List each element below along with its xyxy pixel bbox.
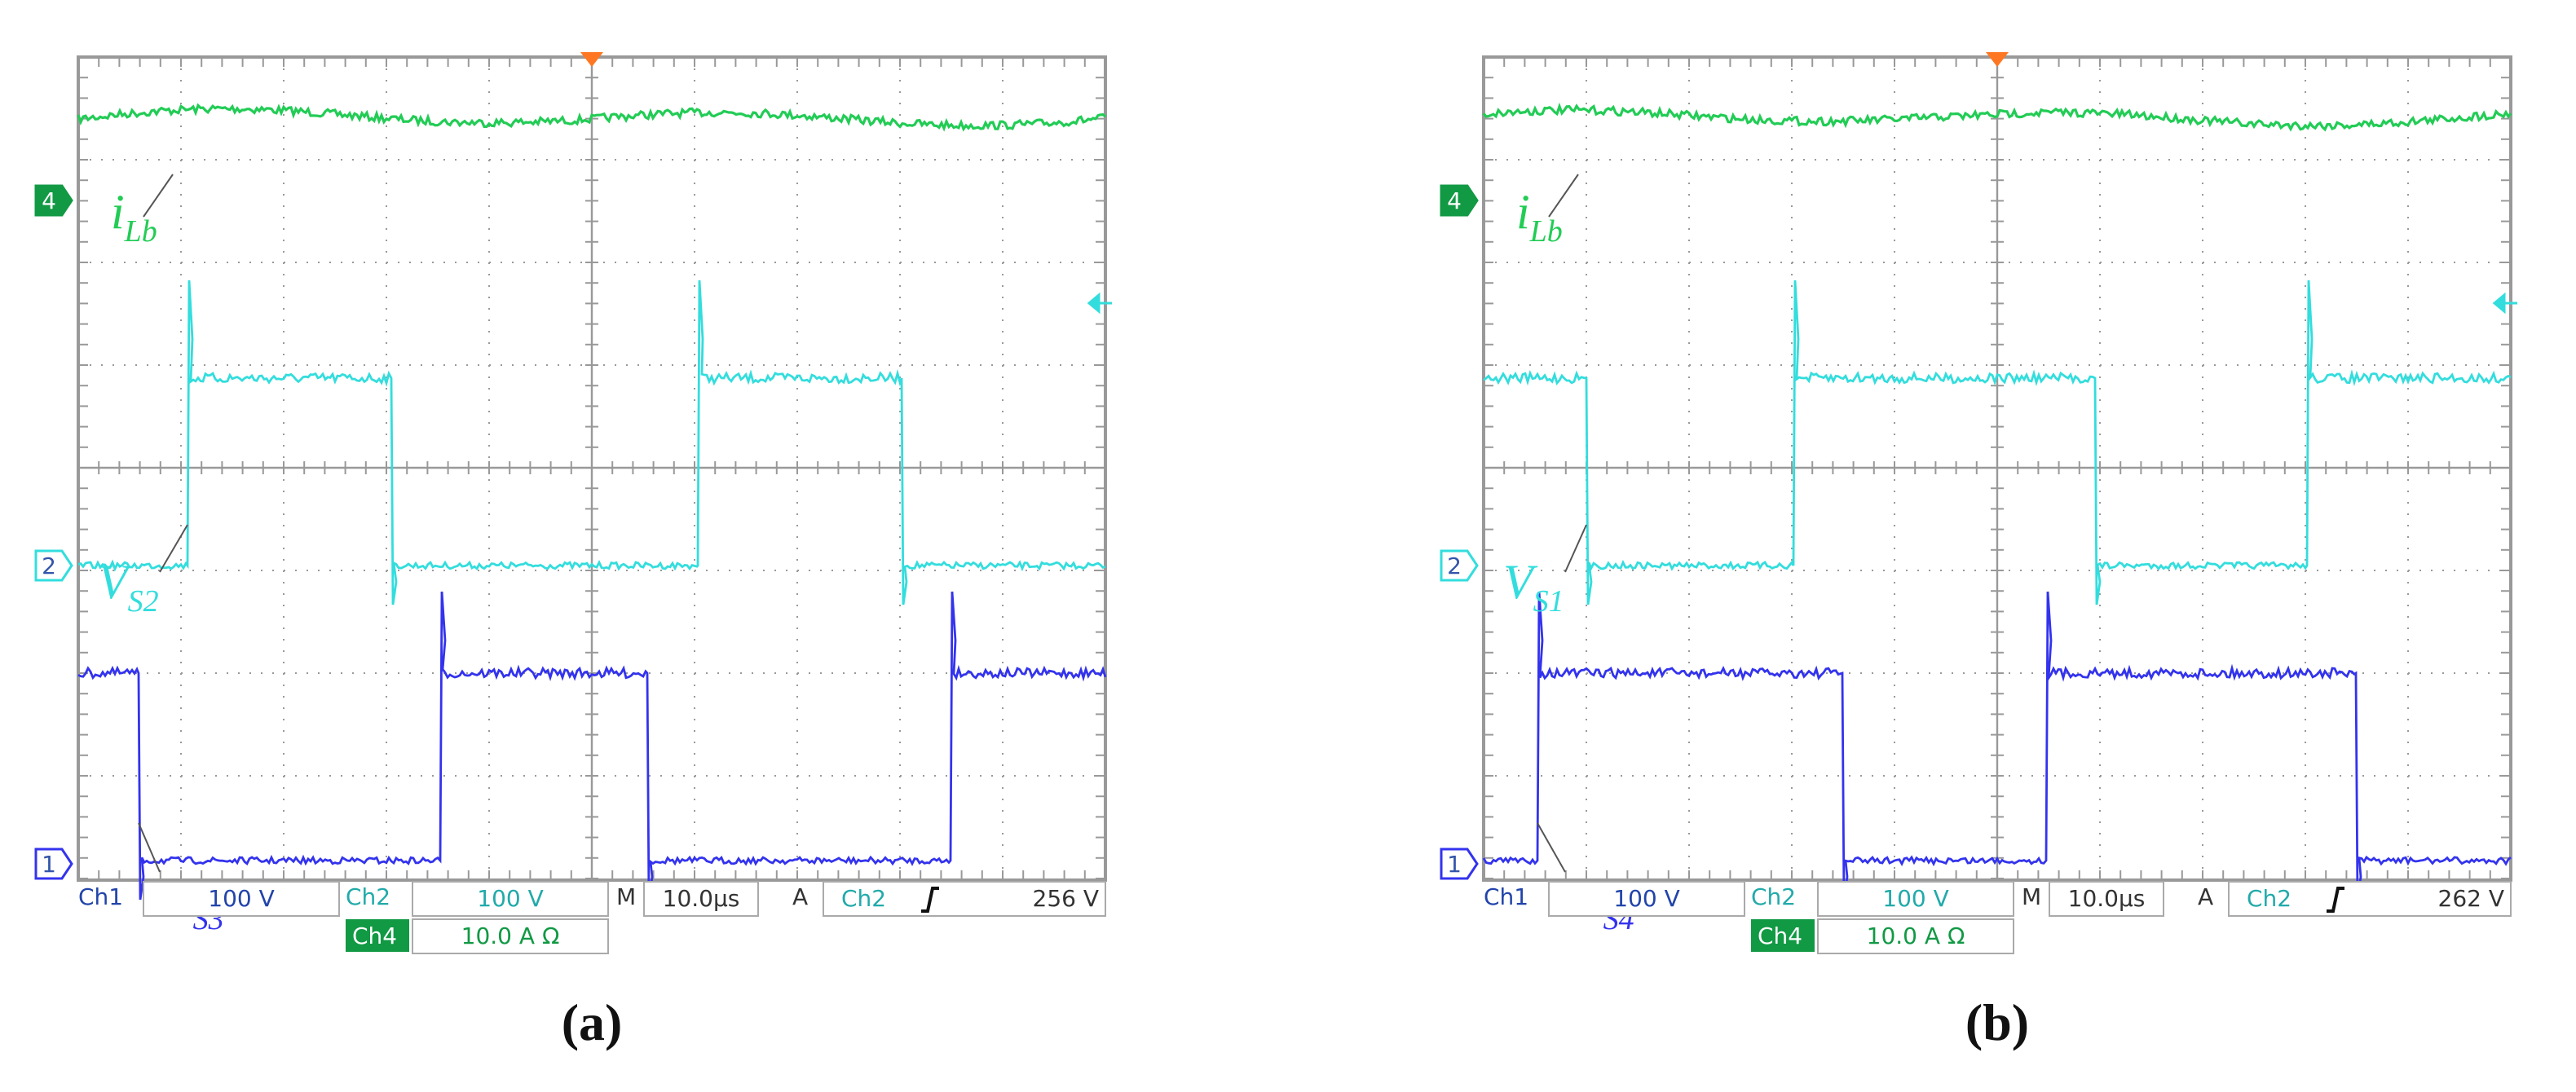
marker-box bbox=[34, 549, 73, 582]
readout-box bbox=[412, 881, 609, 917]
slope-icon bbox=[921, 887, 939, 913]
trigger-marker bbox=[1986, 52, 2009, 67]
trace-label: VS2 bbox=[98, 555, 159, 619]
timebase: 10.0µs bbox=[663, 885, 740, 912]
marker-label: 1 bbox=[42, 851, 56, 878]
ch4-scale: 10.0 A Ω bbox=[461, 922, 560, 949]
trace-ilb bbox=[77, 103, 1106, 132]
trigger-marker bbox=[580, 52, 603, 67]
ch4-scale: 10.0 A Ω bbox=[1867, 922, 1965, 949]
label-subscript: S2 bbox=[128, 584, 159, 619]
ch4-box bbox=[1751, 919, 1815, 952]
ground-marker: 4 bbox=[1440, 184, 1479, 217]
readout-box bbox=[2228, 881, 2512, 917]
ch2-scale: 100 V bbox=[477, 885, 544, 912]
status-bar: Ch1 100 V Ch2 100 V M 10.0µs A Ch2 262 V Ch4 10.0 … bbox=[1484, 881, 2512, 954]
trigger-source: Ch2 bbox=[841, 885, 886, 912]
panel-caption: (a) bbox=[562, 993, 623, 1051]
ch2-label: Ch2 bbox=[346, 883, 390, 910]
level-arrow bbox=[2492, 292, 2517, 315]
trigger-level: 256 V bbox=[1033, 885, 1100, 912]
readout-box bbox=[2049, 881, 2164, 917]
timebase: 10.0µs bbox=[2068, 885, 2146, 912]
timebase-label: M bbox=[2022, 883, 2041, 910]
readout-box bbox=[1548, 881, 1745, 917]
scope-panel: 4iLb2VS21VS3 bbox=[34, 52, 1112, 936]
readout-box bbox=[643, 881, 759, 917]
leader-line bbox=[1548, 174, 1579, 218]
leader-line bbox=[159, 524, 188, 573]
trace-label: iLb bbox=[1516, 185, 1563, 249]
trigger-label: A bbox=[2198, 883, 2213, 910]
ground-marker: 2 bbox=[1440, 549, 1479, 582]
trace-ilb bbox=[1482, 102, 2512, 132]
readout-box bbox=[1817, 881, 2014, 917]
ground-marker: 1 bbox=[34, 848, 73, 880]
leader-line bbox=[1537, 822, 1566, 873]
trace-blue bbox=[77, 591, 1107, 900]
label-subscript: Lb bbox=[124, 214, 157, 249]
ch1-scale: 100 V bbox=[1613, 885, 1680, 912]
readout-box bbox=[1817, 918, 2014, 954]
level-arrow bbox=[1087, 292, 1112, 315]
trace-label: VS1 bbox=[1503, 555, 1564, 619]
marker-label: 1 bbox=[1447, 851, 1462, 878]
trace-blue bbox=[1482, 591, 2512, 900]
ground-marker: 2 bbox=[34, 549, 73, 582]
marker-box bbox=[34, 184, 73, 217]
label-subscript: S1 bbox=[1533, 584, 1564, 619]
ch4-label: Ch4 bbox=[1758, 922, 1802, 949]
marker-box bbox=[1440, 848, 1479, 880]
ch4-label: Ch4 bbox=[352, 922, 397, 949]
label-subscript: Lb bbox=[1529, 214, 1563, 249]
leader-line bbox=[143, 174, 174, 218]
marker-label: 4 bbox=[1447, 187, 1462, 214]
timebase-label: M bbox=[616, 883, 636, 910]
ch1-label: Ch1 bbox=[78, 883, 123, 910]
marker-label: 4 bbox=[42, 187, 56, 214]
label-symbol: V bbox=[1503, 555, 1538, 609]
marker-box bbox=[1440, 184, 1479, 217]
label-symbol: i bbox=[1516, 185, 1530, 239]
trace-cyan bbox=[1483, 280, 2512, 605]
marker-label: 2 bbox=[1447, 553, 1462, 579]
ch2-scale: 100 V bbox=[1882, 885, 1949, 912]
ch4-box bbox=[346, 919, 409, 952]
trigger-label: A bbox=[792, 883, 808, 910]
status-bar: Ch1 100 V Ch2 100 V M 10.0µs A Ch2 256 V Ch4 10.0 … bbox=[78, 881, 1106, 954]
trigger-source: Ch2 bbox=[2247, 885, 2291, 912]
leader-line bbox=[138, 822, 161, 873]
ch2-label: Ch2 bbox=[1751, 883, 1796, 910]
label-symbol: i bbox=[111, 185, 125, 239]
trace-label: iLb bbox=[111, 185, 157, 249]
ch1-scale: 100 V bbox=[208, 885, 275, 912]
panel-caption: (b) bbox=[1965, 993, 2029, 1051]
label-symbol: V bbox=[98, 555, 133, 609]
readout-box bbox=[143, 881, 340, 917]
scope-panel: 4iLb2VS11VS4 bbox=[1440, 52, 2517, 936]
ground-marker: 4 bbox=[34, 184, 73, 217]
trigger-level: 262 V bbox=[2438, 885, 2505, 912]
marker-label: 2 bbox=[42, 553, 56, 579]
trace-cyan bbox=[77, 280, 1106, 605]
slope-icon bbox=[2327, 887, 2344, 913]
readout-box bbox=[412, 918, 609, 954]
ch1-label: Ch1 bbox=[1484, 883, 1528, 910]
marker-box bbox=[34, 848, 73, 880]
readout-box bbox=[823, 881, 1106, 917]
marker-box bbox=[1440, 549, 1479, 582]
leader-line bbox=[1564, 524, 1587, 573]
ground-marker: 1 bbox=[1440, 848, 1479, 880]
